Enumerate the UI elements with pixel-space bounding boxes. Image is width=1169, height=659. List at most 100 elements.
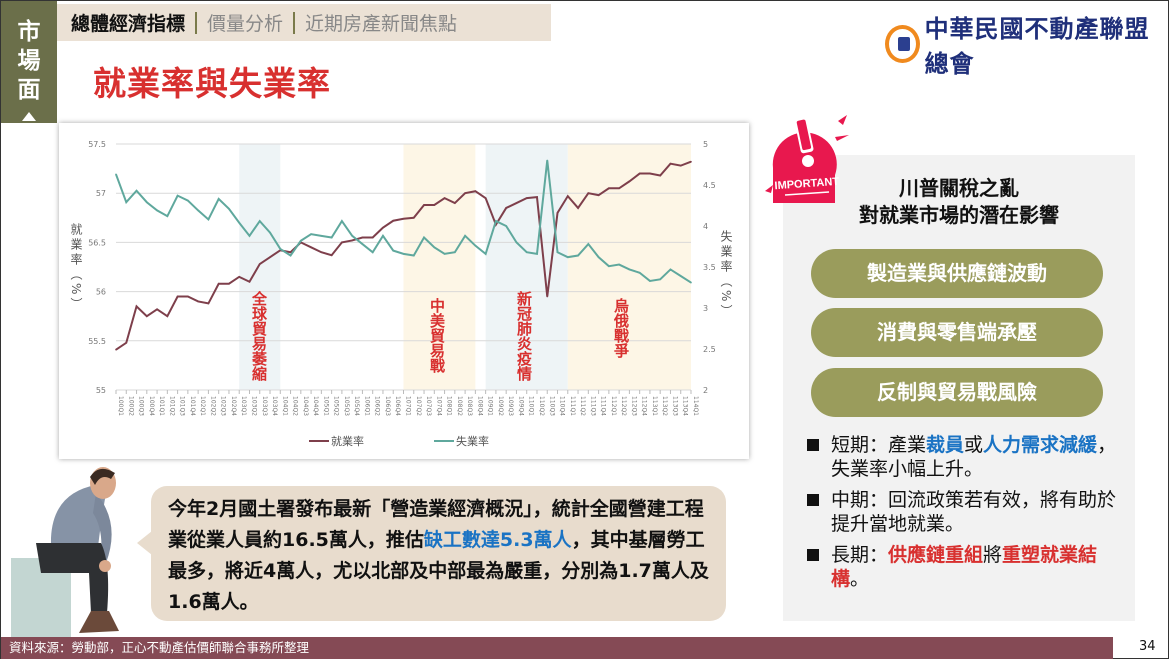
x-tick-label: 112Q1 [610, 396, 617, 416]
data-point [330, 254, 333, 256]
y-right-tick-label: 3.5 [703, 263, 716, 272]
data-point [608, 187, 610, 190]
data-point [197, 209, 199, 212]
y-right-tick-label: 4 [703, 222, 708, 231]
y-left-tick-label: 55.5 [88, 337, 106, 346]
data-point [443, 253, 446, 255]
data-point [525, 251, 528, 254]
data-point [207, 218, 210, 221]
data-point [505, 225, 507, 227]
x-tick-label: 103Q1 [240, 396, 247, 416]
x-tick-label: 105Q1 [322, 396, 329, 416]
data-point [228, 207, 230, 210]
text-segment: 或 [964, 434, 984, 456]
data-point [115, 348, 117, 351]
y-right-tick-label: 5 [703, 140, 708, 149]
x-tick-label: 100Q4 [148, 396, 155, 416]
data-point [464, 235, 466, 237]
x-tick-label: 110Q1 [528, 396, 535, 416]
panel-heading-line2: 對就業市場的潛在影響 [859, 203, 1059, 227]
data-point [505, 207, 507, 209]
data-point [310, 246, 312, 249]
data-point [238, 276, 241, 278]
x-tick-label: 102Q2 [209, 396, 216, 416]
text-segment: ，其中基層勞工最多，將近4萬人，尤以北部及中部最為嚴重，分別為1.7萬人及1.6… [168, 529, 709, 613]
annotation-band [567, 144, 691, 390]
data-point [248, 280, 251, 283]
data-point [300, 239, 302, 242]
data-point [597, 194, 600, 196]
section-tab-market[interactable]: 市場面 [1, 1, 57, 123]
nav-divider [293, 11, 296, 34]
text-segment: 裁員 [926, 434, 965, 456]
annotation-band [403, 144, 476, 390]
x-tick-label: 103Q2 [250, 396, 257, 416]
x-tick-label: 114Q1 [692, 396, 699, 416]
data-point [669, 268, 672, 271]
data-point [454, 202, 456, 204]
x-tick-label: 106Q2 [374, 396, 381, 416]
x-tick-label: 109Q2 [497, 396, 504, 416]
data-point [659, 174, 661, 177]
data-point [310, 233, 312, 235]
nav-item-news[interactable]: 近期房產新聞焦點 [305, 13, 458, 35]
data-point [484, 197, 487, 199]
footer-source: 資料來源：勞動部，正心不動產估價師聯合事務所整理 [1, 637, 1113, 659]
data-point [361, 236, 364, 239]
data-point [187, 295, 189, 298]
exclamation-bar-inner [796, 119, 812, 151]
thinking-man-illustration [11, 467, 119, 638]
data-point [258, 220, 261, 222]
data-point [341, 220, 343, 222]
data-point [433, 246, 436, 249]
data-point [556, 251, 559, 254]
logo-seal-icon [885, 25, 920, 63]
x-tick-label: 104Q3 [302, 396, 309, 416]
data-point [546, 159, 549, 162]
x-tick-label: 109Q4 [517, 396, 524, 416]
data-point [176, 194, 179, 197]
x-tick-label: 111Q3 [589, 396, 596, 416]
data-point [423, 236, 425, 239]
data-point [618, 263, 620, 266]
y-left-tick-label: 57.5 [88, 140, 106, 149]
data-point [320, 251, 323, 254]
logo-text: 中華民國不動產聯盟總會 [924, 14, 1150, 78]
data-point [402, 217, 405, 220]
data-point [556, 212, 559, 214]
x-tick-label: 101Q4 [189, 396, 196, 416]
data-point [258, 263, 261, 265]
data-point [125, 341, 128, 344]
x-tick-label: 108Q1 [446, 396, 453, 416]
impact-bullets: 短期：產業裁員或人力需求減緩，失業率小幅上升。 中期：回流政策若有效，將有助於提升… [805, 433, 1125, 598]
nav-item-macro[interactable]: 總體經濟指標 [71, 13, 186, 35]
data-point [638, 172, 641, 175]
x-tick-label: 112Q2 [620, 396, 627, 416]
y-left-tick-label: 55 [96, 386, 106, 395]
data-point [402, 253, 405, 255]
x-tick-label: 110Q3 [548, 396, 555, 416]
logo: 中華民國不動產聯盟總會 [885, 9, 1168, 79]
data-point [536, 253, 538, 255]
data-point [515, 241, 518, 244]
data-point [392, 219, 395, 222]
x-tick-label: 104Q1 [281, 396, 288, 416]
data-point [207, 302, 210, 305]
data-point [187, 199, 189, 202]
important-badge-icon: IMPORTANT [765, 115, 849, 203]
data-point [628, 180, 631, 183]
data-point [392, 249, 395, 252]
annotation-label: 烏俄戰爭 [612, 297, 630, 359]
nav-item-price-volume[interactable]: 價量分析 [207, 13, 284, 35]
y-left-tick-label: 57 [96, 189, 106, 198]
bullet-item: 中期：回流政策若有效，將有助於提升當地就業。 [805, 488, 1125, 536]
data-point [423, 204, 425, 206]
pill-trade-war: 反制與貿易戰風險 [811, 368, 1103, 417]
data-point [217, 282, 220, 285]
bullet-item: 長期：供應鏈重組將重塑就業結構。 [805, 543, 1125, 591]
data-point [649, 172, 651, 175]
data-point [443, 197, 446, 199]
x-tick-label: 108Q4 [476, 396, 483, 416]
data-point [690, 281, 692, 284]
